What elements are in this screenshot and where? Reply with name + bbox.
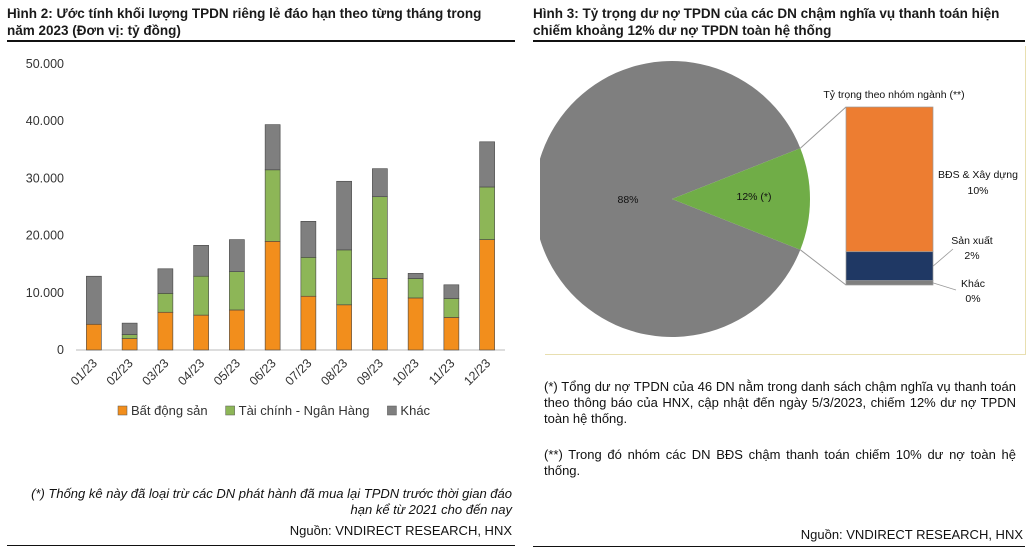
bar-segment	[86, 275, 102, 325]
x-tick-label: 10/23	[390, 356, 422, 388]
pie-frame	[545, 46, 1026, 355]
breakdown-segment	[845, 106, 934, 253]
x-tick-label: 02/23	[104, 356, 136, 388]
breakdown-value: 10%	[967, 185, 988, 197]
bar-segment	[157, 311, 174, 351]
x-tick-label: 09/23	[354, 356, 386, 388]
bar-segment	[407, 273, 424, 279]
legend-swatch	[387, 405, 397, 416]
y-tick-label: 30.000	[26, 171, 64, 185]
bar-segment	[264, 241, 281, 351]
bar-segment	[229, 239, 245, 272]
bar-segment	[479, 239, 495, 351]
breakdown-label: Khác	[961, 278, 985, 290]
x-tick-label: 07/23	[282, 356, 314, 388]
bar-segment	[121, 322, 138, 335]
leader-line	[932, 282, 957, 291]
bar-segment	[193, 314, 209, 351]
right-note-2: (**) Trong đó nhóm các DN BĐS chậm thanh…	[544, 447, 1016, 478]
bar-segment	[336, 304, 352, 351]
y-tick-label: 10.000	[26, 286, 64, 300]
right-note-1: (*) Tổng dư nợ TPDN của 46 DN nằm trong …	[544, 379, 1016, 426]
pie-chart: 88% 12% (*) Tỷ trọng theo nhóm ngành (**)…	[540, 61, 1018, 337]
pie-slice	[672, 148, 810, 250]
bar-segment	[193, 275, 209, 316]
left-bottom-rule	[7, 545, 515, 546]
right-title-rule	[533, 40, 1025, 42]
x-tick-label: 01/23	[68, 356, 100, 388]
bar-segment	[264, 169, 281, 242]
breakdown-value: 2%	[964, 250, 979, 262]
bar-segment	[157, 293, 174, 313]
legend-swatch	[225, 405, 235, 416]
legend-label: Bất động sản	[131, 403, 208, 418]
pie-slice-label: 88%	[617, 194, 638, 206]
left-note: (*) Thống kê này đã loại trừ các DN phát…	[31, 486, 512, 517]
breakdown-segment	[845, 280, 934, 286]
x-tick-label: 12/23	[461, 356, 493, 388]
bar-segment	[372, 278, 388, 351]
bar-segment	[300, 295, 317, 351]
bar-segment	[121, 334, 138, 339]
leader-line	[932, 248, 954, 267]
x-tick-label: 08/23	[318, 356, 350, 388]
bar-segment	[336, 249, 352, 306]
connector-line	[800, 249, 847, 286]
left-title: Hình 2: Ước tính khối lượng TPDN riêng l…	[7, 6, 482, 38]
bar-segment	[479, 186, 495, 240]
y-tick-label: 50.000	[26, 57, 64, 71]
breakdown-label: Sản xuất	[951, 235, 993, 247]
y-tick-label: 20.000	[26, 229, 64, 243]
y-tick-label: 0	[57, 343, 64, 357]
x-tick-label: 05/23	[211, 356, 243, 388]
bar-segment	[443, 317, 460, 351]
right-title: Hình 3: Tỷ trọng dư nợ TPDN của các DN c…	[533, 6, 1000, 38]
breakdown-value: 0%	[965, 293, 980, 305]
bar-segment	[193, 245, 209, 277]
breakdown-label: BĐS & Xây dựng	[938, 169, 1018, 181]
bar-segment	[157, 268, 174, 294]
bar-segment	[479, 141, 495, 188]
x-tick-label: 04/23	[175, 356, 207, 388]
connector-line	[799, 106, 847, 149]
x-tick-label: 03/23	[139, 356, 171, 388]
bar-segment	[407, 297, 424, 351]
legend-label: Khác	[400, 403, 430, 418]
bar-segment	[300, 221, 317, 258]
right-source: Nguồn: VNDIRECT RESEARCH, HNX	[800, 527, 1023, 542]
legend-label: Tài chính - Ngân Hàng	[239, 403, 370, 418]
bar-segment	[372, 168, 388, 198]
x-tick-label: 06/23	[247, 356, 279, 388]
bar-segment	[336, 180, 352, 251]
pie-slice-label: 12% (*)	[736, 191, 771, 203]
breakdown-title: Tỷ trọng theo nhóm ngành (**)	[823, 89, 964, 101]
bar-segment	[407, 278, 424, 299]
breakdown-segment	[845, 251, 934, 282]
bar-segment	[86, 323, 102, 351]
bar-segment	[229, 271, 245, 311]
bar-segment	[443, 298, 460, 318]
y-tick-label: 40.000	[26, 114, 64, 128]
bar-segment	[372, 196, 388, 279]
bar-segment	[121, 338, 138, 351]
legend-swatch	[117, 405, 128, 416]
pie-slice	[540, 61, 801, 337]
bar-chart: 0 10.000 20.000 30.000 40.000 50.000 01/23 02/…	[26, 57, 505, 418]
left-title-rule	[7, 40, 515, 42]
bar-segment	[229, 309, 245, 351]
bar-segment	[264, 124, 281, 171]
right-bottom-rule	[533, 546, 1025, 547]
x-tick-label: 11/23	[426, 356, 457, 387]
bar-segment	[300, 257, 317, 297]
left-source: Nguồn: VNDIRECT RESEARCH, HNX	[289, 523, 512, 538]
bar-segment	[443, 284, 460, 299]
